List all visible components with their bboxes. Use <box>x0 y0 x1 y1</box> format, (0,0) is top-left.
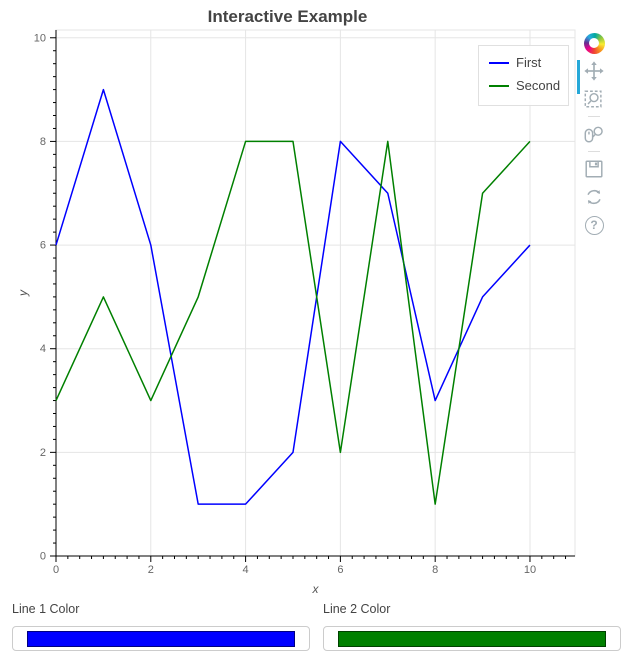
y-axis-label: y <box>16 289 30 297</box>
line-second <box>55 140 531 505</box>
x-axis-tick-label: 8 <box>432 564 438 576</box>
legend-line-swatch-first <box>489 61 509 64</box>
toolbar-divider <box>588 116 600 117</box>
legend-item-second: Second <box>479 74 568 97</box>
x-axis-tick-label: 10 <box>524 564 536 576</box>
plot-canvas[interactable]: 0 2 4 6 8 10 0 2 4 6 8 10 x y <box>0 0 642 600</box>
legend: First Second <box>478 45 569 106</box>
line-first <box>55 88 531 505</box>
box-zoom-icon[interactable] <box>583 88 605 110</box>
legend-item-first: First <box>479 51 568 74</box>
y-axis-tick-label: 6 <box>40 240 46 252</box>
y-axis-tick-label: 0 <box>40 551 46 563</box>
legend-line-swatch-second <box>489 84 509 87</box>
x-axis-tick-label: 6 <box>337 564 343 576</box>
wheel-zoom-icon[interactable] <box>583 123 605 145</box>
line-2-color-picker[interactable] <box>323 626 621 651</box>
x-axis-tick-label: 2 <box>148 564 154 576</box>
y-axis-tick-label: 2 <box>40 447 46 459</box>
line-2-color-swatch <box>338 630 606 647</box>
save-icon[interactable] <box>583 158 605 180</box>
x-axis-tick-label: 4 <box>243 564 249 576</box>
line-1-color-label: Line 1 Color <box>12 602 80 616</box>
y-axis-tick-label: 10 <box>34 32 46 44</box>
plot-title: Interactive Example <box>207 7 368 26</box>
line-1-color-picker[interactable] <box>12 626 310 651</box>
reset-icon[interactable] <box>583 186 605 208</box>
legend-label-second: Second <box>516 78 561 93</box>
widget-row: Line 1 Color Line 2 Color <box>12 601 621 651</box>
line-2-color-label: Line 2 Color <box>323 602 391 616</box>
x-axis-label: x <box>312 582 320 596</box>
toolbar-divider <box>588 151 600 152</box>
line-1-color-swatch <box>27 630 295 647</box>
line-2-color-widget: Line 2 Color <box>323 601 621 651</box>
help-icon[interactable]: ? <box>583 214 605 236</box>
y-axis-tick-label: 4 <box>40 343 46 355</box>
bokeh-toolbar: ? <box>583 32 605 236</box>
x-axis-tick-label: 0 <box>53 564 59 576</box>
y-axis-tick-label: 8 <box>40 136 46 148</box>
bokeh-logo-icon[interactable] <box>583 32 605 54</box>
pan-icon[interactable] <box>583 60 605 82</box>
active-tool-indicator <box>577 60 580 94</box>
line-1-color-widget: Line 1 Color <box>12 601 310 651</box>
legend-label-first: First <box>516 55 542 70</box>
